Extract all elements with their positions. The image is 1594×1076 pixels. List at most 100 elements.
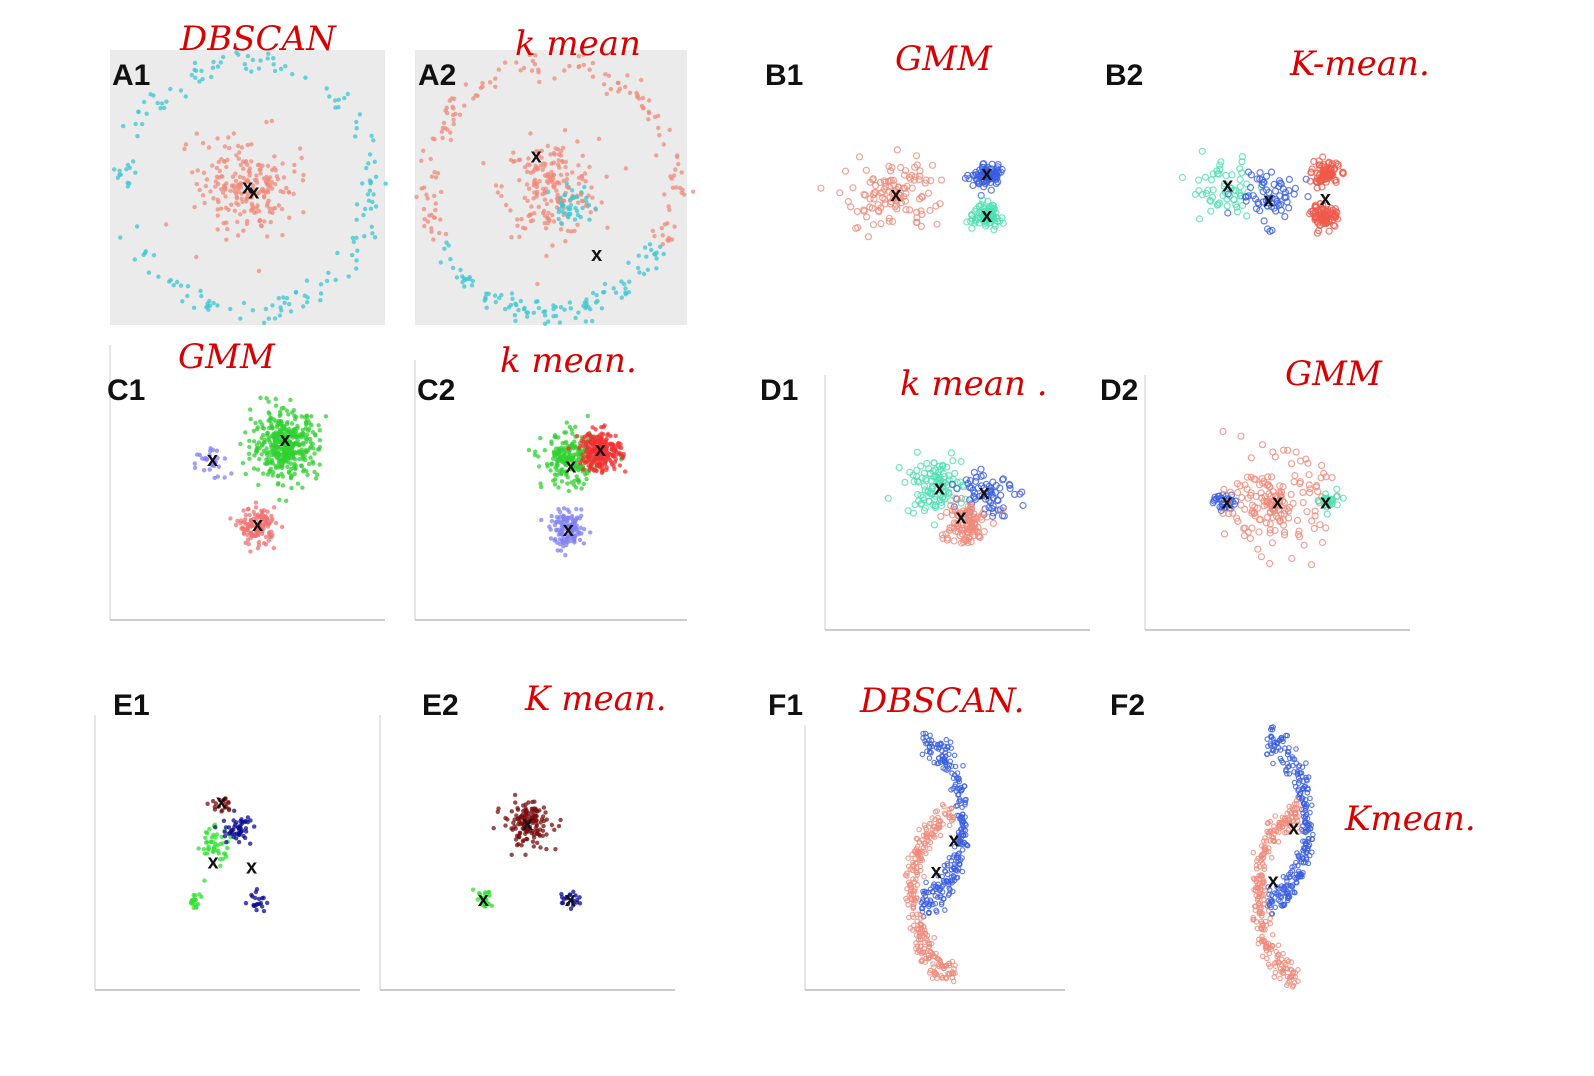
- data-point: [269, 458, 275, 463]
- data-point: [261, 320, 267, 325]
- data-point: [573, 205, 578, 211]
- data-point: [280, 483, 286, 488]
- data-point: [980, 203, 988, 211]
- data-point: [259, 452, 264, 457]
- data-point: [587, 67, 592, 72]
- data-point: [251, 466, 257, 471]
- data-point: [258, 223, 264, 228]
- data-point: [220, 190, 226, 195]
- data-point: [601, 82, 607, 87]
- data-point: [615, 444, 620, 449]
- data-point: [204, 177, 210, 182]
- data-point: [559, 895, 565, 900]
- data-point: [547, 524, 552, 529]
- data-point: [544, 179, 550, 184]
- data-point: [527, 186, 532, 191]
- data-point: [551, 478, 556, 483]
- data-point: [913, 218, 921, 226]
- data-point: [646, 117, 651, 122]
- data-point: [562, 68, 567, 73]
- data-point: [601, 290, 606, 295]
- data-point: [304, 300, 310, 305]
- data-point: [923, 459, 931, 467]
- data-point: [650, 228, 655, 234]
- data-point: [885, 217, 893, 225]
- data-point: [246, 185, 251, 191]
- data-point: [511, 159, 516, 164]
- data-point: [526, 156, 531, 161]
- data-point: [536, 464, 542, 469]
- data-point: [537, 179, 542, 184]
- data-point: [579, 190, 584, 195]
- data-point: [235, 143, 241, 149]
- data-point: [560, 440, 565, 446]
- data-point: [1223, 202, 1231, 210]
- data-point: [248, 416, 253, 422]
- data-point: [264, 119, 269, 125]
- data-point: [584, 199, 589, 205]
- data-point: [672, 224, 677, 229]
- data-point: [250, 308, 255, 313]
- data-point: [222, 851, 227, 856]
- data-point: [266, 410, 271, 415]
- data-point: [512, 792, 518, 798]
- data-point: [593, 427, 598, 432]
- data-point: [541, 186, 546, 191]
- data-point: [1271, 974, 1278, 980]
- data-point: [451, 121, 456, 127]
- centroid-marker: x: [522, 813, 533, 835]
- data-point: [849, 184, 857, 192]
- data-point: [535, 190, 540, 195]
- data-point: [266, 316, 271, 321]
- data-point: [189, 72, 194, 78]
- data-point: [526, 213, 531, 219]
- data-point: [528, 131, 533, 136]
- data-point: [626, 290, 632, 295]
- data-point: [536, 153, 541, 158]
- data-point: [549, 198, 554, 204]
- data-point: [503, 306, 508, 312]
- data-point: [222, 456, 228, 461]
- centroid-marker: x: [252, 514, 263, 536]
- data-point: [370, 199, 375, 205]
- data-point: [305, 295, 310, 300]
- data-point: [305, 448, 311, 453]
- data-point: [203, 183, 209, 189]
- data-point: [1272, 207, 1280, 215]
- data-point: [503, 202, 509, 208]
- data-point: [221, 818, 227, 823]
- data-point: [989, 519, 998, 528]
- data-point: [510, 296, 515, 301]
- data-point: [549, 462, 554, 467]
- data-point: [368, 206, 374, 211]
- data-point: [559, 479, 565, 484]
- data-point: [284, 408, 289, 413]
- data-point: [241, 530, 247, 536]
- data-point: [266, 538, 271, 543]
- data-point: [532, 452, 538, 458]
- data-point: [516, 816, 521, 821]
- data-point: [634, 94, 640, 100]
- data-point: [544, 846, 549, 852]
- data-point: [853, 207, 861, 216]
- data-point: [286, 189, 291, 195]
- panel-label: A1: [112, 59, 150, 92]
- data-point: [580, 205, 585, 211]
- data-point: [513, 800, 518, 805]
- data-point: [349, 252, 355, 258]
- data-point: [522, 195, 527, 200]
- data-point: [545, 143, 550, 149]
- data-point: [470, 278, 475, 284]
- centroid-marker: x: [531, 145, 542, 167]
- data-point: [916, 167, 924, 175]
- data-point: [237, 174, 243, 179]
- data-point: [473, 93, 478, 98]
- data-point: [299, 463, 304, 469]
- data-point: [530, 799, 535, 805]
- data-point: [342, 95, 347, 101]
- data-point: [211, 840, 216, 845]
- data-point: [224, 220, 229, 225]
- data-point: [569, 188, 575, 193]
